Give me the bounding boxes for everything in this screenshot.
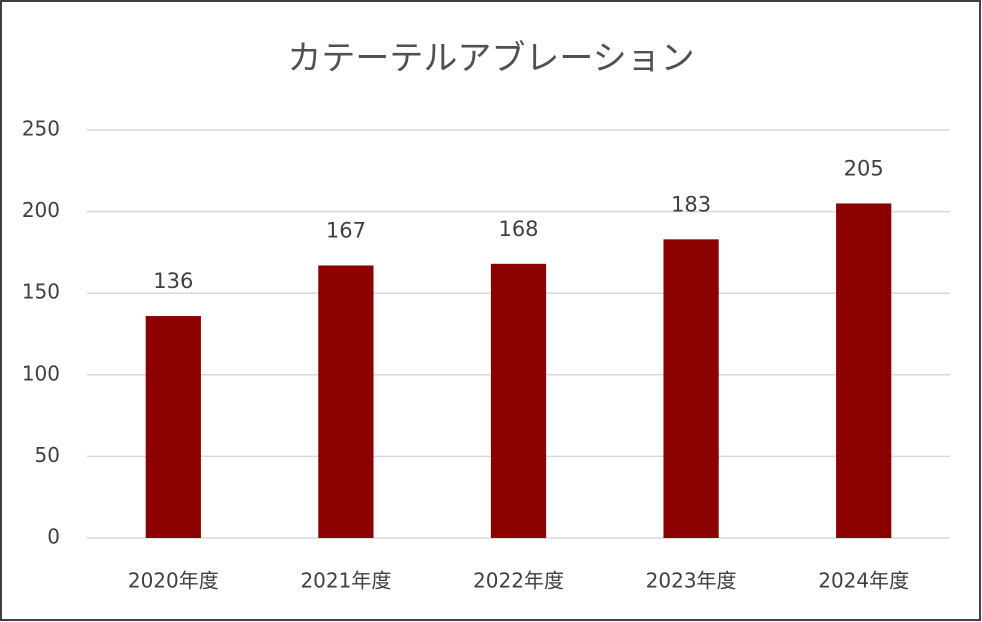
bar xyxy=(145,316,201,538)
bar xyxy=(318,265,374,538)
x-tick-label: 2022年度 xyxy=(473,569,564,593)
x-tick-label: 2020年度 xyxy=(128,569,219,593)
value-label: 168 xyxy=(498,217,538,241)
y-tick-label: 250 xyxy=(22,117,60,141)
y-tick-label: 100 xyxy=(22,361,60,385)
y-tick-label: 0 xyxy=(47,525,60,549)
bar xyxy=(836,203,892,538)
y-tick-label: 50 xyxy=(35,443,60,467)
y-tick-label: 200 xyxy=(22,198,60,222)
value-label: 167 xyxy=(326,218,366,242)
value-label: 183 xyxy=(671,192,711,216)
bar xyxy=(663,239,719,538)
value-label: 205 xyxy=(844,156,884,180)
chart-title: カテーテルアブレーション xyxy=(287,39,694,79)
bar xyxy=(490,263,547,538)
y-tick-label: 150 xyxy=(22,280,60,304)
x-tick-label: 2023年度 xyxy=(646,569,737,593)
x-tick-label: 2024年度 xyxy=(818,569,909,593)
x-tick-label: 2021年度 xyxy=(300,569,391,593)
value-label: 136 xyxy=(153,269,193,293)
